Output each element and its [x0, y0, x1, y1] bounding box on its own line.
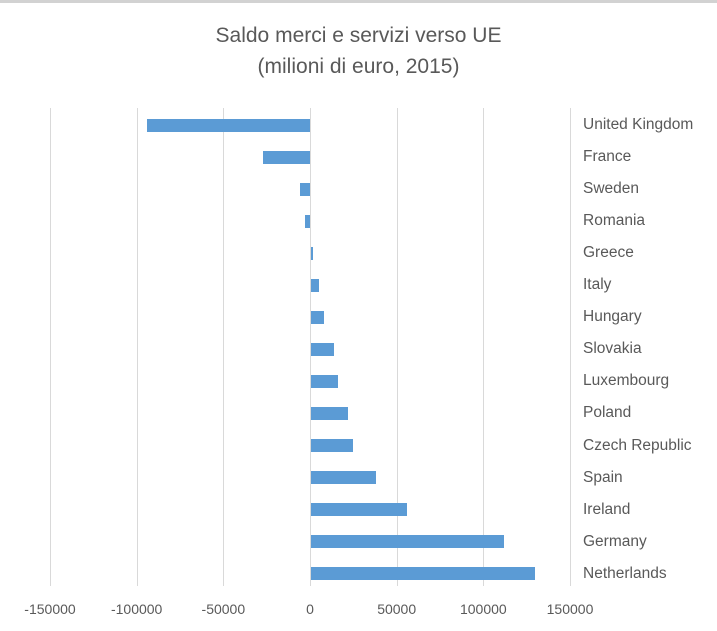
category-label: Greece [583, 244, 634, 262]
bar [311, 439, 354, 452]
x-tick-label: 50000 [377, 601, 417, 617]
category-label: United Kingdom [583, 116, 694, 133]
category-label: Slovakia [583, 340, 642, 358]
bar [311, 406, 349, 420]
bar [299, 182, 310, 196]
category-label: Germany [583, 532, 647, 550]
category-label: Poland [583, 404, 632, 422]
x-tick-label: 100000 [459, 601, 507, 617]
x-tick-label: -150000 [24, 601, 76, 617]
gridline [136, 108, 138, 586]
x-tick-label: -50000 [201, 601, 246, 617]
chart-title-block: Saldo merci e servizi verso UE (milioni … [0, 20, 717, 82]
bar [311, 374, 338, 388]
category-label: Czech Republic [583, 436, 692, 454]
gridline [49, 108, 51, 586]
bar [311, 535, 505, 549]
category-label: France [583, 148, 632, 166]
x-tick-label: -100000 [110, 601, 163, 617]
bar [311, 503, 408, 517]
bar [311, 342, 335, 356]
category-label: Netherlands [583, 564, 667, 582]
gridline [396, 108, 398, 586]
gridline [569, 108, 571, 586]
category-label: Hungary [583, 308, 642, 326]
x-tick-label: 150000 [546, 601, 594, 617]
x-tick-label: 0 [306, 601, 314, 617]
bar [311, 310, 324, 324]
category-label: Romania [583, 212, 646, 230]
category-label: Spain [583, 468, 623, 486]
chart-title: Saldo merci e servizi verso UE [215, 24, 502, 47]
bar [311, 278, 319, 292]
category-label: Italy [583, 276, 612, 294]
gridline [222, 108, 224, 586]
bar [311, 246, 314, 260]
bar [147, 118, 310, 132]
window-top-border [0, 0, 717, 3]
bar [304, 214, 310, 228]
gridline [309, 108, 311, 586]
bar [263, 150, 310, 164]
category-label: Sweden [583, 180, 640, 198]
gridline [482, 108, 484, 586]
bar [311, 567, 536, 581]
category-label: Luxembourg [583, 372, 670, 390]
category-label: Ireland [583, 500, 631, 518]
bar [311, 471, 376, 485]
chart-subtitle: (milioni di euro, 2015) [257, 55, 460, 78]
